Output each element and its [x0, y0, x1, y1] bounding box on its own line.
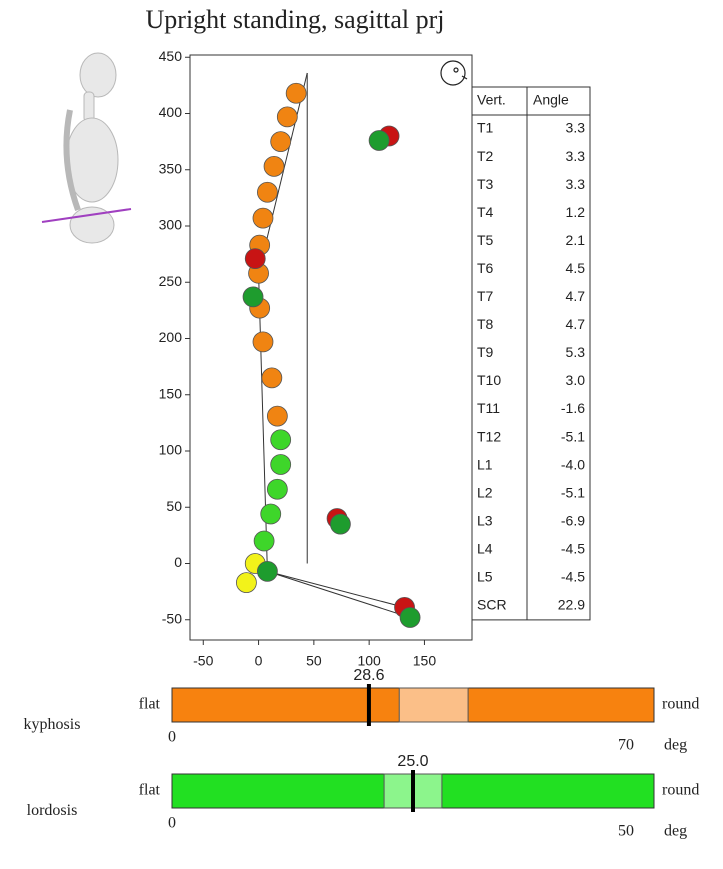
vertebra-point: [270, 454, 292, 475]
y-tick-label: 250: [159, 273, 183, 289]
vertebra-point: [244, 248, 266, 270]
angle-value: -4.5: [561, 569, 585, 585]
angle-value: -6.9: [561, 512, 585, 528]
gauge-value: 28.6: [353, 667, 384, 684]
vertebra-point: [263, 155, 285, 177]
vertebra-name: SCR: [477, 597, 507, 613]
vertebra-name: L4: [477, 540, 493, 556]
plot-frame: [189, 54, 473, 641]
vertebra-name: T1: [477, 120, 494, 136]
y-tick-label: -50: [162, 610, 182, 626]
vertebra-name: L2: [477, 484, 493, 500]
y-tick-label: 350: [159, 160, 183, 176]
table-header: Vert.: [477, 92, 506, 108]
gauge-unit: deg: [664, 737, 687, 754]
vertebra-point: [257, 181, 278, 203]
gauge-min: 0: [168, 815, 176, 832]
vertebra-name: T7: [477, 288, 494, 304]
angle-value: -4.5: [561, 540, 585, 556]
vertebra-point: [261, 367, 283, 389]
vertebra-name: T11: [477, 400, 500, 416]
vertebra-point: [285, 82, 307, 104]
guide-line: [267, 570, 405, 608]
vertebra-name: T12: [477, 428, 501, 444]
gauge-left: flat: [139, 696, 161, 713]
angle-value: 4.7: [566, 288, 586, 304]
vertebra-point: [252, 331, 274, 353]
angle-value: 3.3: [566, 176, 586, 192]
vertebra-name: T5: [477, 232, 494, 248]
angle-value: 5.3: [566, 344, 586, 360]
angle-value: 3.0: [566, 372, 586, 388]
vertebra-point: [276, 106, 298, 128]
angle-value: 2.1: [566, 232, 586, 248]
vertebra-name: T8: [477, 316, 494, 332]
x-tick-label: -50: [193, 653, 213, 669]
angle-value: 4.7: [566, 316, 586, 332]
table-frame: [471, 86, 591, 621]
vertebra-point: [260, 503, 282, 525]
gauge-max: 70: [618, 737, 634, 754]
angle-value: -4.0: [561, 456, 585, 472]
gauge-value: 25.0: [397, 753, 428, 770]
vertebra-name: T6: [477, 260, 494, 276]
vertebra-name: L5: [477, 569, 493, 585]
angle-value: -1.6: [561, 400, 585, 416]
guide-line: [267, 570, 411, 618]
angle-value: 4.5: [566, 260, 586, 276]
y-tick-label: 200: [159, 329, 183, 345]
vertebra-name: L1: [477, 456, 493, 472]
view-icon: [440, 60, 468, 86]
y-tick-label: 0: [174, 554, 182, 570]
gauge-label: lordosis: [27, 802, 78, 819]
y-tick-label: 150: [159, 385, 183, 401]
gauge-label: kyphosis: [24, 716, 81, 733]
gauge-unit: deg: [664, 823, 687, 840]
angle-value: 22.9: [558, 597, 585, 613]
vertebra-name: T4: [477, 204, 494, 220]
gauge-right: round: [662, 696, 699, 713]
y-tick-label: 300: [159, 217, 183, 233]
y-tick-label: 450: [159, 48, 183, 64]
vertebra-point: [399, 607, 421, 628]
vertebra-name: T10: [477, 372, 501, 388]
table-header: Angle: [533, 92, 569, 108]
angle-value: -5.1: [561, 428, 585, 444]
angle-value: -5.1: [561, 484, 585, 500]
vertebra-point: [235, 572, 257, 594]
vertebra-point: [257, 560, 278, 582]
gauge-max: 50: [618, 823, 634, 840]
gauge-left: flat: [139, 782, 161, 799]
vertebra-point: [270, 429, 292, 451]
vertebra-point: [329, 513, 351, 535]
angle-value: 3.3: [566, 120, 586, 136]
vertebra-name: L3: [477, 512, 493, 528]
gauge-min: 0: [168, 729, 176, 746]
angle-value: 3.3: [566, 148, 586, 164]
title: Upright standing, sagittal prj: [146, 5, 445, 34]
y-tick-label: 50: [166, 498, 182, 514]
vertebra-point: [252, 207, 274, 229]
vertebra-point: [242, 286, 264, 308]
vertebra-point: [368, 130, 390, 151]
x-tick-label: 50: [306, 653, 322, 669]
x-tick-label: 150: [413, 653, 437, 669]
vertebra-name: T9: [477, 344, 494, 360]
vertebra-name: T2: [477, 148, 494, 164]
x-tick-label: 100: [357, 653, 381, 669]
skeleton-icon: [41, 52, 132, 244]
x-tick-label: 0: [255, 653, 263, 669]
vertebra-point: [266, 478, 288, 500]
angle-value: 1.2: [566, 204, 586, 220]
gauge-right: round: [662, 782, 699, 799]
vertebra-point: [270, 131, 292, 153]
y-tick-label: 400: [159, 104, 183, 120]
normal-range: [398, 687, 469, 723]
vertebra-point: [253, 530, 275, 552]
y-tick-label: 100: [159, 442, 183, 458]
vertebra-name: T3: [477, 176, 494, 192]
vertebra-point: [266, 405, 288, 427]
